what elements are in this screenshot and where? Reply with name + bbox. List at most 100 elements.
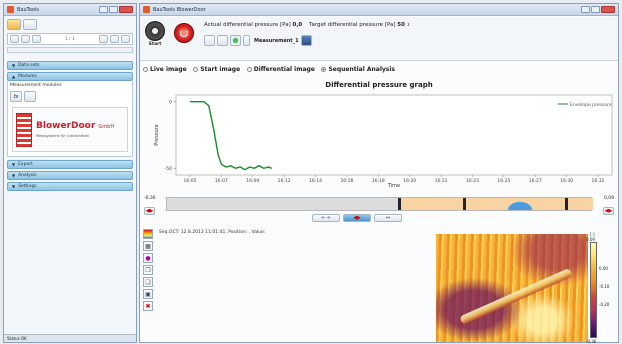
colorbar-tick: -0.36 [586, 339, 597, 344]
module-settings-button[interactable] [24, 91, 36, 102]
left-window-titlebar[interactable]: BauTools [4, 4, 136, 16]
timeline-track[interactable] [166, 197, 593, 211]
radio-sequential-analysis-label: Sequential Analysis [328, 66, 396, 73]
refresh-button[interactable] [230, 35, 241, 46]
logo-door-mark [16, 113, 32, 147]
x-tick-label: 16:05 [184, 178, 197, 184]
panel-data-sets[interactable]: ▼ Data sets [7, 61, 133, 70]
prev-page-button[interactable] [21, 35, 30, 43]
x-tick-label: 16:14 [309, 178, 322, 184]
panel-modules[interactable]: ▲ Modules [7, 72, 133, 81]
save-button[interactable] [300, 35, 312, 46]
panel-settings[interactable]: ▼ Settings [7, 182, 133, 191]
palette-tool[interactable] [143, 229, 153, 239]
thermal-info: Seq.OCT: 12.8.2013 11:01:41, Position: ,… [159, 230, 266, 235]
panel-analysis[interactable]: ▼ Analysis [7, 171, 133, 180]
legend: Envelope pressure [558, 102, 612, 108]
prev-record-button[interactable] [32, 35, 41, 43]
logo-suffix: GmbH [98, 124, 115, 130]
logo-tagline: Messsysteme für Luftdichtheit [36, 134, 89, 138]
expand-arrow-icon: ▼ [12, 173, 16, 178]
y-tick-label: 0 [169, 99, 172, 105]
x-tick-label: 16:18 [372, 178, 385, 184]
delete-tool[interactable]: ✖ [143, 301, 153, 311]
blowerdoor-logo: BlowerDoor GmbH Messsysteme für Luftdich… [12, 107, 128, 152]
remove-button[interactable] [243, 35, 250, 46]
series-line [190, 101, 272, 171]
panel-modules-label: Modules [18, 74, 37, 79]
colorbar-tick: 0.00 [599, 266, 608, 271]
radio-start-image-label: Start image [200, 66, 241, 73]
thermal-pipe [459, 267, 573, 326]
step-back-button[interactable]: ◀▶ [144, 207, 155, 215]
spinner-icon[interactable]: ⇕ [406, 22, 411, 27]
colorbar-tick: 0.09 [586, 237, 595, 242]
actual-pressure-value: 0,0 [292, 22, 303, 28]
stop-button[interactable] [174, 23, 194, 43]
start-button[interactable]: Start [144, 21, 166, 51]
start-label: Start [148, 42, 162, 47]
radio-differential-image-label: Differential image [253, 66, 315, 73]
range-center-button[interactable]: ◀▶ [343, 214, 371, 222]
radio-dot [321, 67, 327, 72]
timeline-handle[interactable] [565, 198, 568, 210]
minimize-button[interactable] [581, 6, 590, 13]
power-icon [180, 29, 188, 37]
x-tick-label: 16:27 [529, 178, 542, 184]
x-tick-label: 16:20 [403, 178, 416, 184]
copy-tool[interactable]: ❐ [143, 265, 153, 275]
maximize-button[interactable] [109, 6, 118, 13]
paste-tool[interactable]: ❏ [143, 277, 153, 287]
camera-button[interactable] [204, 35, 215, 46]
measurement-name[interactable]: Measurement_1 [254, 37, 299, 44]
formula-button[interactable]: fx [10, 91, 22, 102]
step-forward-button[interactable]: ◀▶ [603, 207, 614, 215]
status-text: Status OK [7, 336, 27, 341]
next-record-button[interactable] [99, 35, 108, 43]
logo-brand: BlowerDoor [36, 121, 96, 131]
first-record-button[interactable] [10, 35, 19, 43]
range-left-button[interactable]: ⇤⇥ [312, 214, 340, 222]
timeline-handle[interactable] [398, 198, 401, 210]
next-page-button[interactable] [110, 35, 119, 43]
maximize-button[interactable] [591, 6, 600, 13]
page-info: 1 / 1 [64, 36, 76, 42]
color-tool[interactable]: ● [143, 253, 153, 263]
target-pressure-value[interactable]: 50 [397, 22, 405, 28]
panel-export[interactable]: ▼ Export [7, 160, 133, 169]
colorbar-unit: [-] [590, 232, 595, 237]
radio-dot [246, 67, 252, 72]
y-axis-label: Pressure [154, 124, 160, 145]
open-folder-button[interactable] [7, 19, 21, 30]
thermal-tools: ▦ ● ❐ ❏ ▣ ✖ [143, 229, 155, 313]
main-window: BauTools BlowerDoor Start Actual differe… [139, 3, 619, 344]
close-button[interactable] [601, 6, 615, 13]
timeline-left-value: -0,36 [144, 196, 156, 201]
expand-arrow-icon: ▲ [12, 74, 16, 79]
range-right-button[interactable]: ↔ [374, 214, 402, 222]
radio-sequential-analysis[interactable]: Sequential Analysis [321, 66, 395, 73]
pressure-chart: 16:05 16:07 16:09 16:12 16:14 16:16 16:18 16:20… [154, 94, 613, 189]
close-button[interactable] [119, 6, 133, 13]
radio-differential-image[interactable]: Differential image [246, 66, 315, 73]
last-record-button[interactable] [121, 35, 130, 43]
left-toolbar [4, 16, 136, 30]
main-window-title: BauTools BlowerDoor [153, 6, 206, 13]
actual-pressure-label: Actual differential pressure [Pa] [204, 22, 291, 28]
link-button[interactable] [217, 35, 228, 46]
thermal-image[interactable] [436, 234, 588, 342]
left-scrollbar[interactable] [7, 47, 133, 53]
grid-tool[interactable]: ▦ [143, 241, 153, 251]
timeline-handle[interactable] [463, 198, 466, 210]
main-window-titlebar[interactable]: BauTools BlowerDoor [140, 4, 618, 16]
save-tool[interactable]: ▣ [143, 289, 153, 299]
add-button[interactable] [23, 19, 37, 30]
colorbar-tick: -0.20 [599, 302, 610, 307]
minimize-button[interactable] [99, 6, 108, 13]
x-tick-label: 16:12 [278, 178, 291, 184]
radio-live-image[interactable]: Live image [143, 66, 187, 73]
radio-start-image[interactable]: Start image [193, 66, 240, 73]
x-tick-label: 16:16 [340, 178, 353, 184]
colorbar [590, 242, 597, 338]
timeline: -0,36 ◀▶ 0,09 ◀▶ [140, 194, 618, 220]
